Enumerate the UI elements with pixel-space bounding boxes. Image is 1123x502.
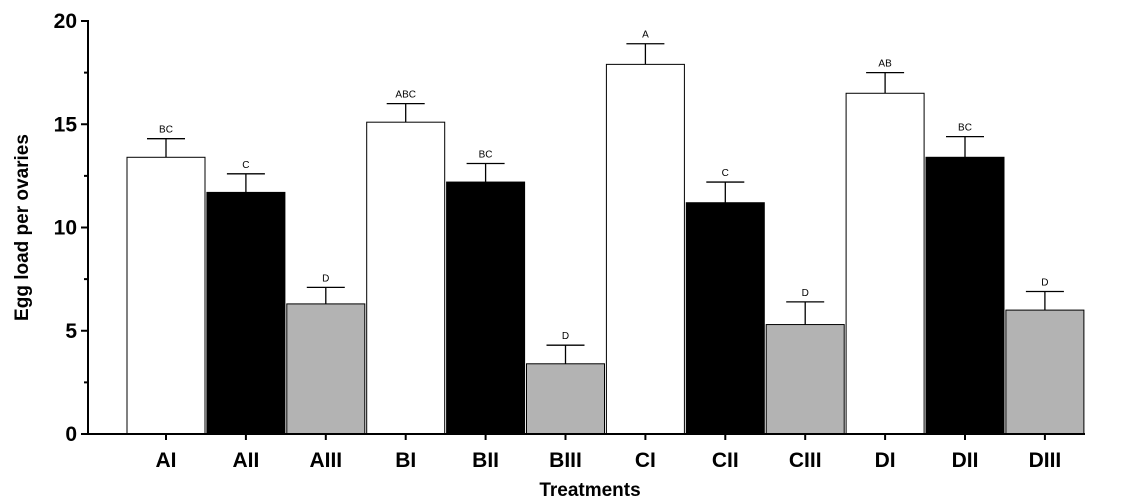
significance-label-BIII: D [562, 331, 569, 342]
significance-label-CI: A [642, 30, 649, 41]
error-bars-group [147, 43, 1064, 364]
bar-BI [366, 121, 446, 435]
significance-label-CII: C [722, 168, 729, 179]
significance-label-CIII: D [802, 288, 809, 299]
x-tick-label-CII: CII [712, 449, 739, 472]
significance-label-DI: AB [878, 59, 892, 70]
bar-BII [446, 181, 526, 435]
x-tick-label-BII: BII [472, 449, 499, 472]
significance-label-BII: BC [479, 149, 493, 160]
bar-CII [685, 202, 765, 435]
significance-label-AII: C [242, 160, 249, 171]
y-tick-label: 15 [54, 113, 78, 136]
x-tick-label-CIII: CIII [789, 449, 822, 472]
x-tick-label-CI: CI [635, 449, 656, 472]
y-ticks-group: 0 5 10 15 20 [54, 10, 88, 446]
bar-DIII [1005, 309, 1085, 435]
x-tick-label-DII: DII [952, 449, 979, 472]
bar-AII [206, 191, 286, 435]
significance-label-AIII: D [322, 273, 329, 284]
bar-AI [126, 156, 206, 435]
bar-CI [605, 63, 685, 435]
x-axis-title: Treatments [539, 480, 640, 501]
x-tick-label-AII: AII [232, 449, 259, 472]
significance-label-BI: ABC [395, 90, 416, 101]
x-ticks-group: AI AII AIII BI BII BIII CI CII CIII DI DII DIII [156, 434, 1062, 472]
bar-DII [925, 156, 1005, 435]
y-axis-title: Egg load per ovaries [12, 134, 33, 321]
significance-label-AI: BC [159, 125, 173, 136]
significance-label-DIII: D [1041, 278, 1048, 289]
x-tick-label-DI: DI [875, 449, 896, 472]
y-tick-label: 5 [65, 320, 77, 343]
x-tick-label-AIII: AIII [309, 449, 342, 472]
bars-group [126, 63, 1085, 435]
bar-AIII [286, 303, 366, 435]
x-tick-label-BIII: BIII [549, 449, 582, 472]
significance-label-DII: BC [958, 123, 972, 134]
bar-BIII [526, 363, 605, 435]
bar-CIII [765, 324, 845, 435]
y-tick-label: 0 [65, 423, 77, 446]
bar-DI [845, 92, 925, 435]
x-tick-label-DIII: DIII [1029, 449, 1062, 472]
x-tick-label-BI: BI [395, 449, 416, 472]
x-tick-label-AI: AI [156, 449, 177, 472]
y-tick-label: 10 [54, 217, 77, 240]
significance-labels-group: BC C D ABC BC D A C D AB BC D [159, 30, 1048, 342]
y-tick-label: 20 [54, 10, 77, 33]
